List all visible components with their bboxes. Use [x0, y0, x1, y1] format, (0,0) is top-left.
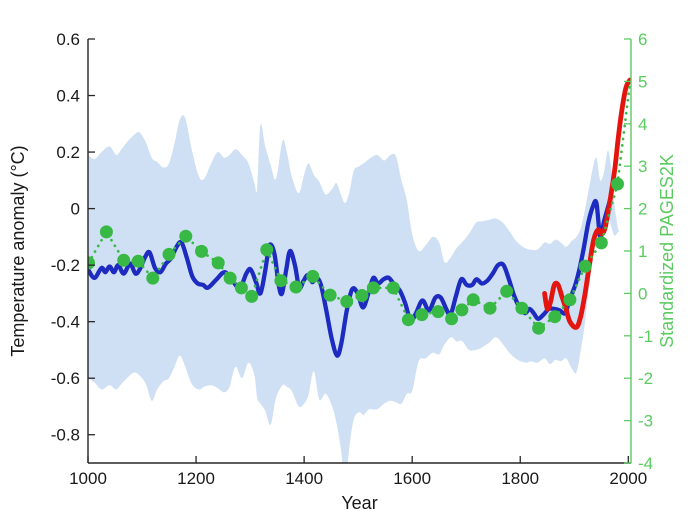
right-tick-label: -4 — [638, 454, 653, 473]
pages2k-dot — [466, 293, 480, 307]
pages2k-dot — [594, 236, 608, 250]
plot-area — [88, 77, 631, 463]
pages2k-dot — [223, 271, 237, 285]
pages2k-dot — [88, 256, 95, 270]
pages2k-dot — [483, 301, 497, 315]
pages2k-dot — [131, 254, 145, 268]
pages2k-dot — [563, 293, 577, 307]
pages2k-dot — [306, 269, 320, 283]
right-axis: 6 5 4 3 2 1 0 -1 -2 -3 -4 — [624, 30, 653, 473]
pages2k-dot — [289, 280, 303, 294]
left-tick-label: -0.8 — [51, 426, 80, 445]
pages2k-dot — [179, 229, 193, 243]
x-tick-label: 1600 — [393, 469, 431, 488]
reconstruction-line — [88, 197, 613, 358]
right-tick-label: 3 — [638, 157, 647, 176]
left-tick-label: 0.6 — [56, 30, 80, 49]
pages2k-dot — [323, 288, 337, 302]
y-axis-label-right: Standardized PAGES2K — [657, 154, 677, 348]
bottom-axis: 1000 1200 1400 1600 1800 2000 — [69, 456, 647, 488]
pages2k-dot — [260, 243, 274, 257]
x-tick-label: 1400 — [285, 469, 323, 488]
pages2k-dot — [578, 259, 592, 273]
pages2k-dot — [431, 305, 445, 319]
pages2k-dot — [386, 281, 400, 295]
pages2k-dot — [234, 281, 248, 295]
x-axis-label: Year — [341, 493, 377, 513]
pages2k-dot — [532, 321, 546, 335]
pages2k-dot — [500, 284, 514, 298]
x-tick-label: 1200 — [177, 469, 215, 488]
right-tick-label: 1 — [638, 242, 647, 261]
right-tick-label: 0 — [638, 284, 647, 303]
pages2k-dot — [455, 303, 469, 317]
right-tick-label: 4 — [638, 115, 647, 134]
pages2k-dot — [401, 313, 415, 327]
pages2k-dot — [548, 310, 562, 324]
pages2k-dot — [117, 253, 131, 267]
pages2k-dot — [415, 308, 429, 322]
left-tick-label: 0.4 — [56, 87, 80, 106]
right-tick-label: 5 — [638, 72, 647, 91]
left-tick-label: 0 — [71, 200, 80, 219]
x-tick-label: 1800 — [501, 469, 539, 488]
pages2k-series — [88, 82, 631, 335]
y-axis-label-left: Temperature anomaly (°C) — [8, 145, 28, 356]
left-tick-label: 0.2 — [56, 143, 80, 162]
pages2k-dot — [340, 295, 354, 308]
left-tick-label: -0.6 — [51, 369, 80, 388]
pages2k-dot — [162, 247, 176, 261]
pages2k-dot — [211, 256, 225, 270]
pages2k-dot — [195, 244, 208, 258]
pages2k-dot — [146, 271, 160, 285]
pages2k-dot — [99, 225, 113, 239]
right-tick-label: -3 — [638, 412, 653, 431]
right-tick-label: -1 — [638, 327, 653, 346]
pages2k-dot — [445, 312, 459, 326]
right-tick-label: -2 — [638, 369, 653, 388]
left-tick-label: -0.2 — [51, 256, 80, 275]
uncertainty-band-area — [88, 115, 620, 463]
right-tick-label: 2 — [638, 200, 647, 219]
pages2k-dot — [245, 289, 259, 303]
pages2k-dot — [515, 301, 529, 315]
left-axis: 0.6 0.4 0.2 0 -0.2 -0.4 -0.6 -0.8 — [51, 30, 95, 463]
right-tick-label: 6 — [638, 30, 647, 49]
pages2k-dot — [355, 289, 369, 302]
x-tick-label: 1000 — [69, 469, 107, 488]
pages2k-dot — [611, 177, 624, 191]
pages2k-dot — [366, 281, 380, 295]
pages2k-dot — [274, 274, 288, 288]
x-tick-label: 2000 — [609, 469, 647, 488]
left-tick-label: -0.4 — [51, 313, 80, 332]
